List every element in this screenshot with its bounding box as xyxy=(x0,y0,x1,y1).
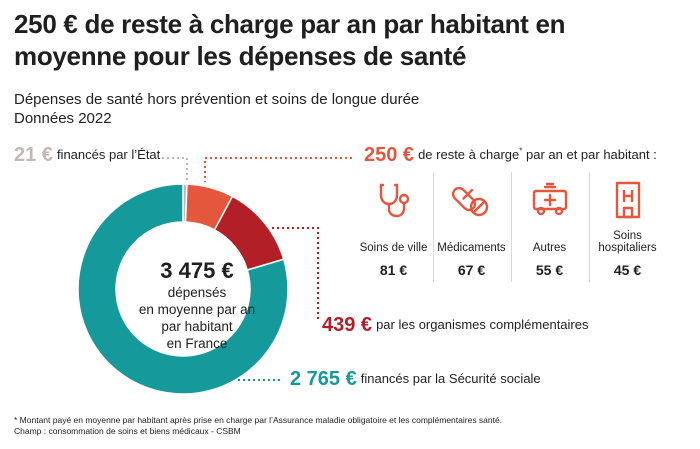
center-line-3: par habitant xyxy=(161,319,233,334)
footnote: * Montant payé en moyenne par habitant a… xyxy=(14,415,502,437)
etat-text: financés par l’État xyxy=(56,147,161,162)
category-divider xyxy=(589,172,590,282)
callout-complementaires: 439 € par les organismes complémentaires xyxy=(322,314,589,337)
rac-footnote-star: * xyxy=(519,146,523,156)
category-medicaments: Médicaments 67 € xyxy=(434,172,509,282)
etat-amount: 21 € xyxy=(14,144,53,166)
center-line-2: en moyenne par an xyxy=(138,302,256,317)
secu-amount: 2 765 € xyxy=(290,368,357,390)
callout-securite-sociale: 2 765 € financés par la Sécurité sociale xyxy=(290,368,541,391)
category-label: Autres xyxy=(532,242,567,254)
pills-icon xyxy=(451,186,488,217)
center-line-1: dépensés xyxy=(167,285,227,300)
donut-center-label: 3 475 € dépensés en moyenne par an par h… xyxy=(118,258,276,352)
leader-reste-a-charge xyxy=(204,157,352,182)
category-divider xyxy=(511,172,512,282)
ocam-text: par les organismes complémentaires xyxy=(376,317,589,332)
callout-etat: 21 € financés par l’État xyxy=(14,144,160,167)
category-value: 81 € xyxy=(379,262,408,278)
category-soins-hospitaliers: Soins hospitaliers 45 € xyxy=(590,172,665,282)
stethoscope-icon xyxy=(379,183,409,218)
chart-title: 250 € de reste à charge par an par habit… xyxy=(14,9,566,71)
category-divider xyxy=(433,172,434,282)
leader-complementaires xyxy=(272,227,319,322)
footnote-scope: Champ : consommation de soins et biens m… xyxy=(14,426,241,436)
category-autres: Autres 55 € xyxy=(512,172,587,282)
leader-lines xyxy=(162,157,352,381)
total-amount: 3 475 € xyxy=(160,258,234,283)
center-line-4: en France xyxy=(166,336,228,351)
subtitle-scope: Dépenses de santé hors prévention et soi… xyxy=(14,91,420,108)
slice-securite-sociale xyxy=(77,183,289,395)
category-value: 67 € xyxy=(457,262,486,278)
category-label: Soins hospitaliers xyxy=(598,230,657,254)
callout-reste-a-charge: 250 € de reste à charge* par an et par ha… xyxy=(364,144,657,167)
rac-text: de reste à charge xyxy=(418,147,520,162)
donut-slices xyxy=(77,183,289,395)
category-value: 45 € xyxy=(613,262,642,278)
ocam-amount: 439 € xyxy=(322,314,373,336)
hospital-icon xyxy=(615,181,640,219)
rac-amount: 250 € xyxy=(364,144,415,166)
category-soins-de-ville: Soins de ville 81 € xyxy=(356,172,431,282)
rac-text-after: par an et par habitant : xyxy=(522,147,657,162)
ambulance-icon xyxy=(532,182,567,216)
chart-subtitle: Dépenses de santé hors prévention et soi… xyxy=(14,90,419,128)
category-value: 55 € xyxy=(535,262,564,278)
category-label: Médicaments xyxy=(437,242,506,254)
leader-etat xyxy=(162,157,188,180)
secu-text: financés par la Sécurité sociale xyxy=(360,371,541,386)
footnote-definition: * Montant payé en moyenne par habitant a… xyxy=(14,415,503,425)
subtitle-year: Données 2022 xyxy=(14,110,112,127)
category-label: Soins de ville xyxy=(359,242,428,254)
